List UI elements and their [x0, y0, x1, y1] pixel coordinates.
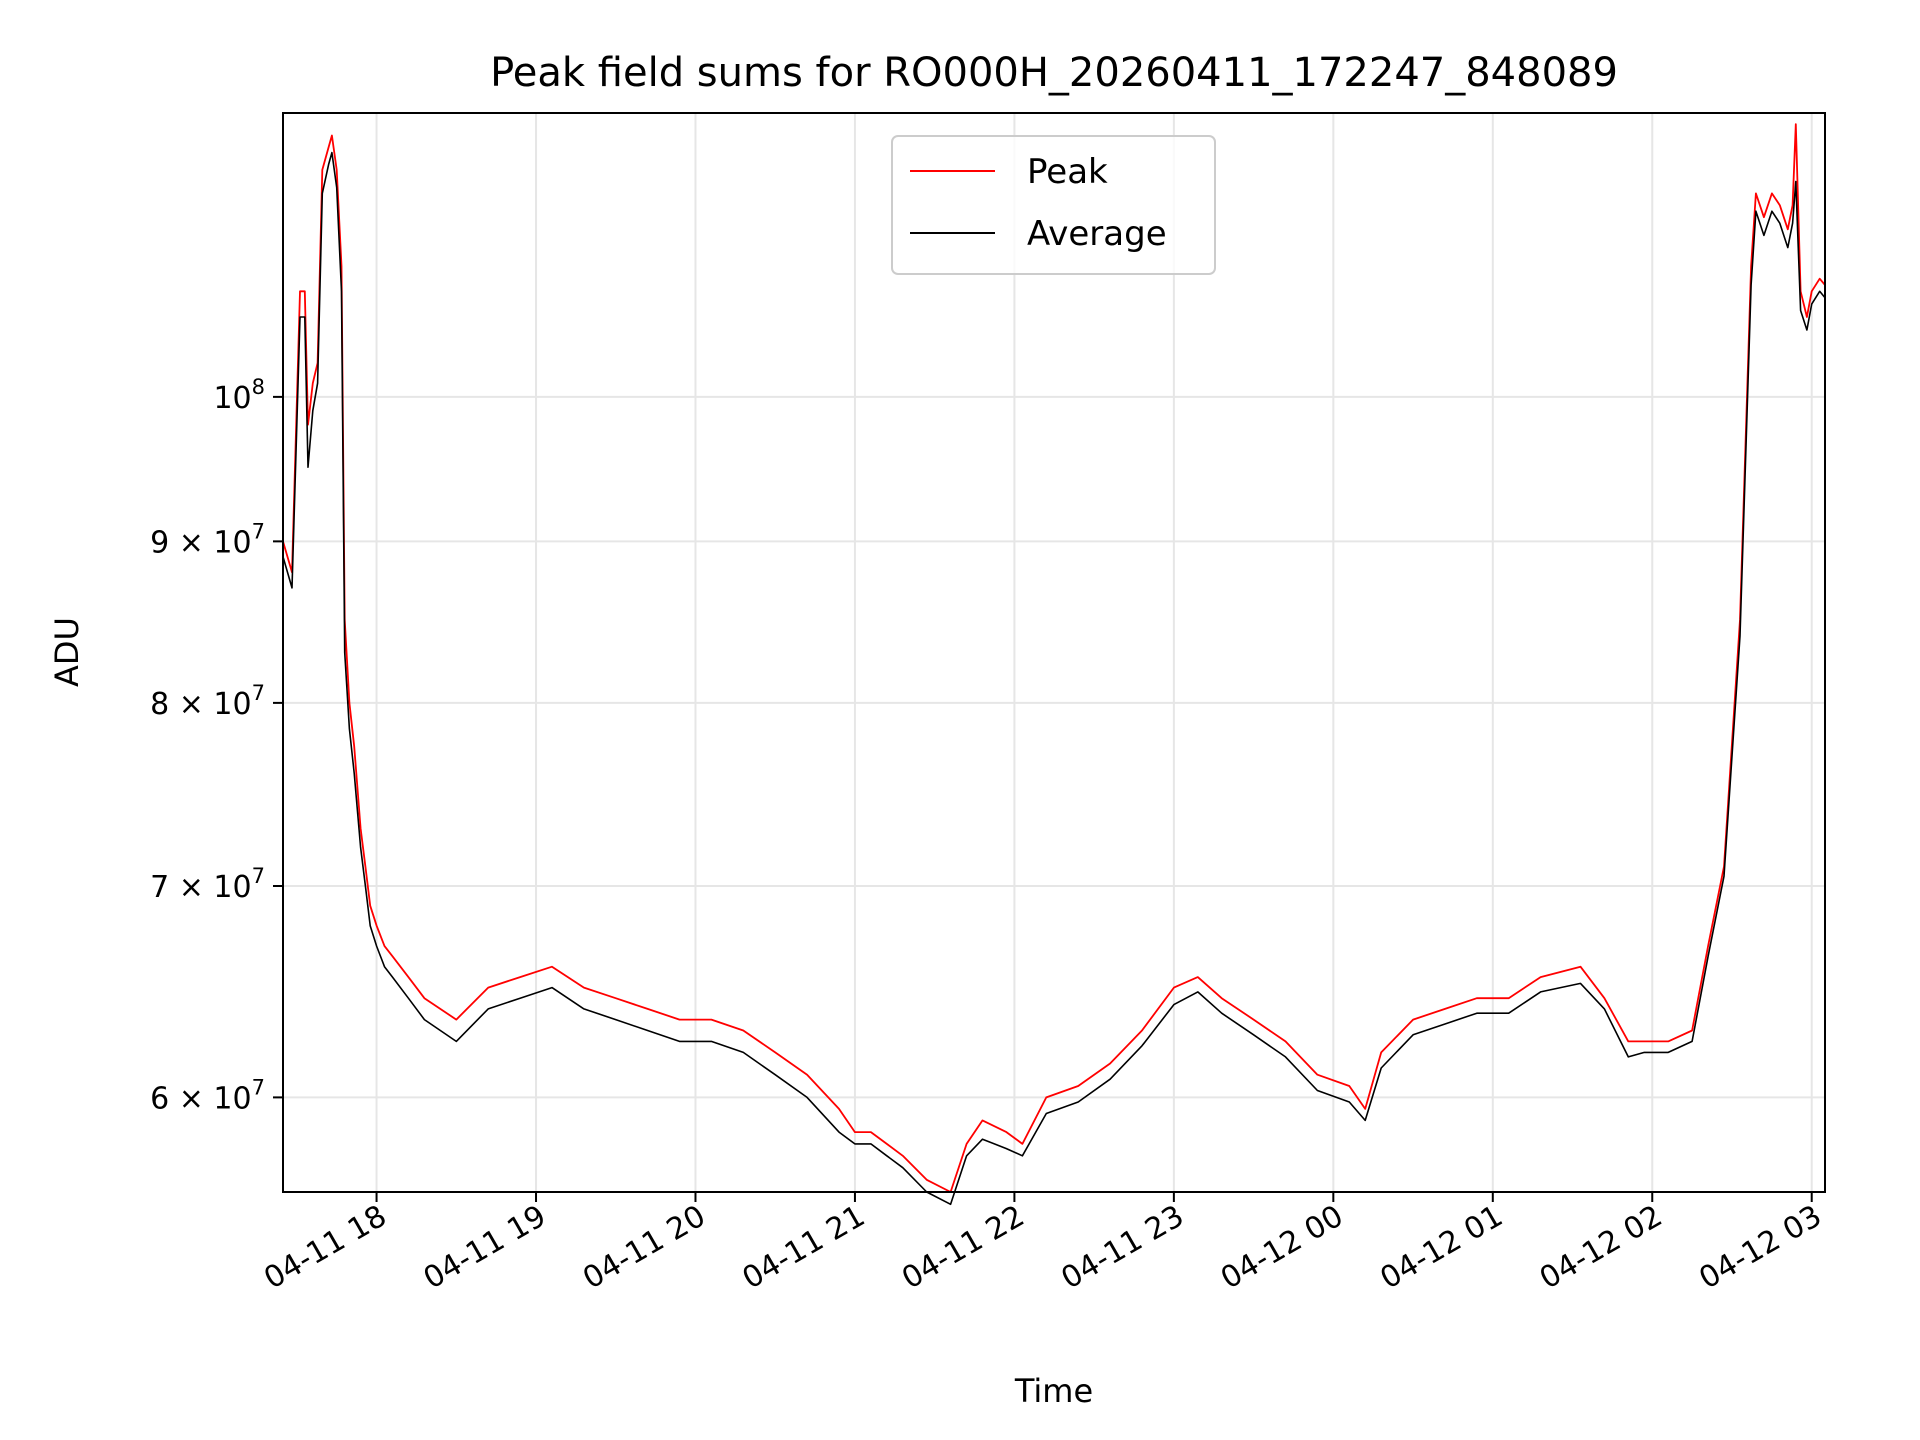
x-tick-label: 04-11 21: [737, 1199, 871, 1297]
x-tick-label: 04-12 00: [1215, 1199, 1349, 1297]
y-tick-label: 9 × 107: [150, 519, 265, 560]
y-tick-exponent: 7: [252, 519, 265, 543]
y-tick-mantissa: 7 × 10: [150, 870, 251, 905]
plot-frame: [282, 112, 1826, 1193]
y-tick-mantissa: 10: [213, 381, 251, 416]
y-tick-exponent: 7: [252, 864, 265, 888]
y-tick-mantissa: 6 × 10: [150, 1081, 251, 1116]
x-tick-label: 04-12 01: [1374, 1199, 1508, 1297]
y-tick-label: 8 × 107: [150, 681, 265, 722]
legend-label-average: Average: [1027, 214, 1167, 254]
y-tick-exponent: 7: [252, 1075, 265, 1099]
chart-title: Peak field sums for RO000H_20260411_1722…: [490, 50, 1618, 96]
x-tick-label: 04-11 19: [418, 1199, 552, 1297]
legend: Peak Average: [891, 135, 1216, 275]
series-layer: [282, 123, 1826, 1206]
y-tick-exponent: 7: [252, 681, 265, 705]
y-axis-label: ADU: [48, 617, 86, 687]
grid-lines: [283, 113, 1825, 1192]
y-tick-mantissa: 8 × 10: [150, 687, 251, 722]
x-tick-label: 04-12 02: [1534, 1199, 1668, 1297]
y-tick-exponent: 8: [252, 375, 265, 399]
x-tick-label: 04-11 18: [258, 1199, 392, 1297]
legend-label-peak: Peak: [1027, 152, 1108, 192]
y-tick-mantissa: 9 × 10: [150, 525, 251, 560]
y-tick-label: 6 × 107: [150, 1075, 265, 1116]
x-axis-label: Time: [1014, 1372, 1093, 1410]
y-tick-label: 108: [213, 375, 265, 416]
x-tick-label: 04-12 03: [1693, 1199, 1827, 1297]
series-line-peak: [282, 123, 1826, 1193]
x-tick-label: 04-11 23: [1056, 1199, 1190, 1297]
y-tick-label: 7 × 107: [150, 864, 265, 905]
x-axis: 04-11 18 04-11 19 04-11 20 04-11 21 04-11 22…: [258, 1192, 1828, 1297]
series-line-average: [282, 151, 1826, 1206]
x-tick-label: 04-11 22: [896, 1199, 1030, 1297]
x-tick-label: 04-11 20: [577, 1199, 711, 1297]
